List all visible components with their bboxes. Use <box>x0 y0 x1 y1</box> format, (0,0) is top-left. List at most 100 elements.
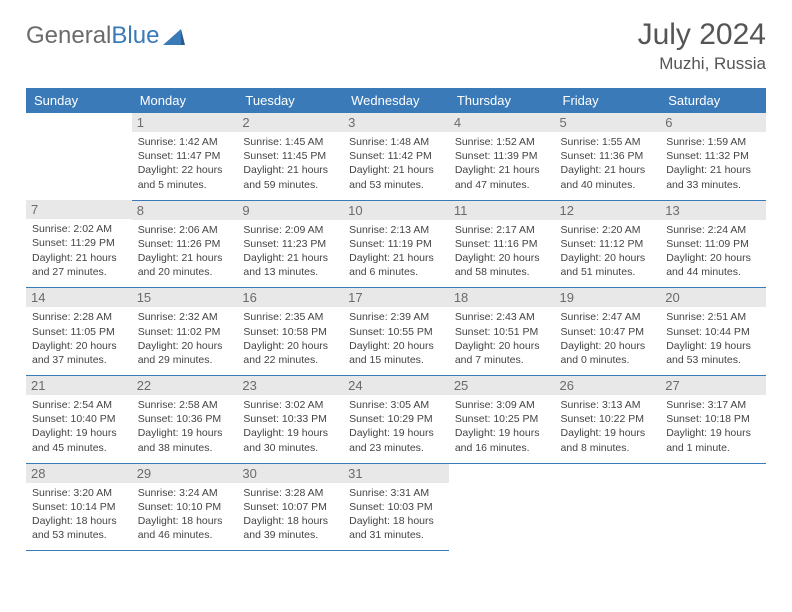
day-header: Monday <box>132 88 238 113</box>
day-number: 21 <box>26 376 132 395</box>
brand-part1: General <box>26 22 111 50</box>
day-number: 17 <box>343 288 449 307</box>
calendar-cell: 3 Sunrise: 1:48 AMSunset: 11:42 PMDayligh… <box>343 113 449 200</box>
day-info: Sunrise: 3:05 AMSunset: 10:29 PMDaylight… <box>349 398 443 455</box>
day-number: 30 <box>237 464 343 483</box>
calendar-row: 1 Sunrise: 1:42 AMSunset: 11:47 PMDayligh… <box>26 113 766 200</box>
day-number: 2 <box>237 113 343 132</box>
day-info: Sunrise: 3:13 AMSunset: 10:22 PMDaylight… <box>561 398 655 455</box>
calendar-cell: 15 Sunrise: 2:32 AMSunset: 11:02 PMDaylig… <box>132 288 238 376</box>
day-number: 1 <box>132 113 238 132</box>
day-info: Sunrise: 2:35 AMSunset: 10:58 PMDaylight… <box>243 310 337 367</box>
day-info: Sunrise: 2:54 AMSunset: 10:40 PMDaylight… <box>32 398 126 455</box>
calendar-cell: 9Sunrise: 2:09 AMSunset: 11:23 PMDayligh… <box>237 200 343 288</box>
day-info: Sunrise: 3:31 AMSunset: 10:03 PMDaylight… <box>349 486 443 543</box>
calendar-row: 21 Sunrise: 2:54 AMSunset: 10:40 PMDaylig… <box>26 376 766 464</box>
sail-icon <box>163 27 185 45</box>
calendar-cell: 23 Sunrise: 3:02 AMSunset: 10:33 PMDaylig… <box>237 376 343 464</box>
day-info: Sunrise: 2:13 AMSunset: 11:19 PMDaylight… <box>349 223 443 280</box>
day-info: Sunrise: 3:02 AMSunset: 10:33 PMDaylight… <box>243 398 337 455</box>
calendar-cell: 16Sunrise: 2:35 AMSunset: 10:58 PMDaylig… <box>237 288 343 376</box>
calendar-cell: 22Sunrise: 2:58 AMSunset: 10:36 PMDaylig… <box>132 376 238 464</box>
day-info: Sunrise: 1:45 AMSunset: 11:45 PMDaylight… <box>243 135 337 192</box>
day-info: Sunrise: 1:59 AMSunset: 11:32 PMDaylight… <box>666 135 760 192</box>
day-header: Saturday <box>660 88 766 113</box>
day-number: 12 <box>555 201 661 220</box>
day-number: 4 <box>449 113 555 132</box>
calendar-cell: 4 Sunrise: 1:52 AMSunset: 11:39 PMDayligh… <box>449 113 555 200</box>
day-number: 15 <box>132 288 238 307</box>
day-header: Tuesday <box>237 88 343 113</box>
day-number: 27 <box>660 376 766 395</box>
calendar-cell: 5 Sunrise: 1:55 AMSunset: 11:36 PMDayligh… <box>555 113 661 200</box>
calendar-cell: 18Sunrise: 2:43 AMSunset: 10:51 PMDaylig… <box>449 288 555 376</box>
calendar-cell: 1 Sunrise: 1:42 AMSunset: 11:47 PMDayligh… <box>132 113 238 200</box>
location-label: Muzhi, Russia <box>638 54 766 74</box>
day-info: Sunrise: 1:42 AMSunset: 11:47 PMDaylight… <box>138 135 232 192</box>
day-number: 22 <box>132 376 238 395</box>
day-number: 7 <box>26 200 132 219</box>
day-number: 19 <box>555 288 661 307</box>
day-number: 3 <box>343 113 449 132</box>
day-info: Sunrise: 2:32 AMSunset: 11:02 PMDaylight… <box>138 310 232 367</box>
calendar-cell: 11 Sunrise: 2:17 AMSunset: 11:16 PMDaylig… <box>449 200 555 288</box>
day-header: Wednesday <box>343 88 449 113</box>
calendar-cell: 26 Sunrise: 3:13 AMSunset: 10:22 PMDaylig… <box>555 376 661 464</box>
calendar-table: SundayMondayTuesdayWednesdayThursdayFrid… <box>26 88 766 551</box>
day-number: 6 <box>660 113 766 132</box>
day-number: 23 <box>237 376 343 395</box>
calendar-cell <box>555 463 661 551</box>
calendar-cell: 21 Sunrise: 2:54 AMSunset: 10:40 PMDaylig… <box>26 376 132 464</box>
calendar-row: 7 Sunrise: 2:02 AMSunset: 11:29 PMDayligh… <box>26 200 766 288</box>
calendar-cell <box>449 463 555 551</box>
day-number: 25 <box>449 376 555 395</box>
calendar-cell: 27 Sunrise: 3:17 AMSunset: 10:18 PMDaylig… <box>660 376 766 464</box>
day-info: Sunrise: 3:24 AMSunset: 10:10 PMDaylight… <box>138 486 232 543</box>
day-info: Sunrise: 2:20 AMSunset: 11:12 PMDaylight… <box>561 223 655 280</box>
day-number: 26 <box>555 376 661 395</box>
day-info: Sunrise: 3:09 AMSunset: 10:25 PMDaylight… <box>455 398 549 455</box>
brand-part2: Blue <box>111 22 159 50</box>
day-number: 11 <box>449 201 555 220</box>
day-number: 28 <box>26 464 132 483</box>
day-number: 10 <box>343 201 449 220</box>
calendar-cell <box>26 113 132 200</box>
day-number: 13 <box>660 201 766 220</box>
calendar-cell: 30 Sunrise: 3:28 AMSunset: 10:07 PMDaylig… <box>237 463 343 551</box>
day-info: Sunrise: 2:28 AMSunset: 11:05 PMDaylight… <box>32 310 126 367</box>
calendar-cell: 2 Sunrise: 1:45 AMSunset: 11:45 PMDayligh… <box>237 113 343 200</box>
day-number: 24 <box>343 376 449 395</box>
calendar-cell: 28Sunrise: 3:20 AMSunset: 10:14 PMDaylig… <box>26 463 132 551</box>
day-header: Thursday <box>449 88 555 113</box>
day-info: Sunrise: 3:17 AMSunset: 10:18 PMDaylight… <box>666 398 760 455</box>
day-number: 18 <box>449 288 555 307</box>
calendar-body: 1 Sunrise: 1:42 AMSunset: 11:47 PMDayligh… <box>26 113 766 551</box>
calendar-cell: 12 Sunrise: 2:20 AMSunset: 11:12 PMDaylig… <box>555 200 661 288</box>
calendar-cell: 8Sunrise: 2:06 AMSunset: 11:26 PMDayligh… <box>132 200 238 288</box>
brand-logo: GeneralBlue <box>26 22 185 50</box>
day-header: Sunday <box>26 88 132 113</box>
day-info: Sunrise: 1:55 AMSunset: 11:36 PMDaylight… <box>561 135 655 192</box>
day-info: Sunrise: 2:02 AMSunset: 11:29 PMDaylight… <box>32 222 126 279</box>
day-info: Sunrise: 2:39 AMSunset: 10:55 PMDaylight… <box>349 310 443 367</box>
day-info: Sunrise: 1:52 AMSunset: 11:39 PMDaylight… <box>455 135 549 192</box>
day-info: Sunrise: 2:51 AMSunset: 10:44 PMDaylight… <box>666 310 760 367</box>
day-info: Sunrise: 1:48 AMSunset: 11:42 PMDaylight… <box>349 135 443 192</box>
day-number: 5 <box>555 113 661 132</box>
calendar-cell: 29 Sunrise: 3:24 AMSunset: 10:10 PMDaylig… <box>132 463 238 551</box>
day-info: Sunrise: 2:24 AMSunset: 11:09 PMDaylight… <box>666 223 760 280</box>
day-number: 9 <box>237 201 343 220</box>
day-number: 14 <box>26 288 132 307</box>
calendar-cell: 7 Sunrise: 2:02 AMSunset: 11:29 PMDayligh… <box>26 200 132 288</box>
day-number: 8 <box>132 201 238 220</box>
day-number: 29 <box>132 464 238 483</box>
day-info: Sunrise: 3:28 AMSunset: 10:07 PMDaylight… <box>243 486 337 543</box>
calendar-cell: 17 Sunrise: 2:39 AMSunset: 10:55 PMDaylig… <box>343 288 449 376</box>
page-header: GeneralBlue July 2024 Muzhi, Russia <box>26 18 766 74</box>
calendar-head: SundayMondayTuesdayWednesdayThursdayFrid… <box>26 88 766 113</box>
calendar-cell: 14 Sunrise: 2:28 AMSunset: 11:05 PMDaylig… <box>26 288 132 376</box>
day-info: Sunrise: 2:17 AMSunset: 11:16 PMDaylight… <box>455 223 549 280</box>
calendar-row: 14 Sunrise: 2:28 AMSunset: 11:05 PMDaylig… <box>26 288 766 376</box>
day-number: 31 <box>343 464 449 483</box>
calendar-cell: 6 Sunrise: 1:59 AMSunset: 11:32 PMDayligh… <box>660 113 766 200</box>
